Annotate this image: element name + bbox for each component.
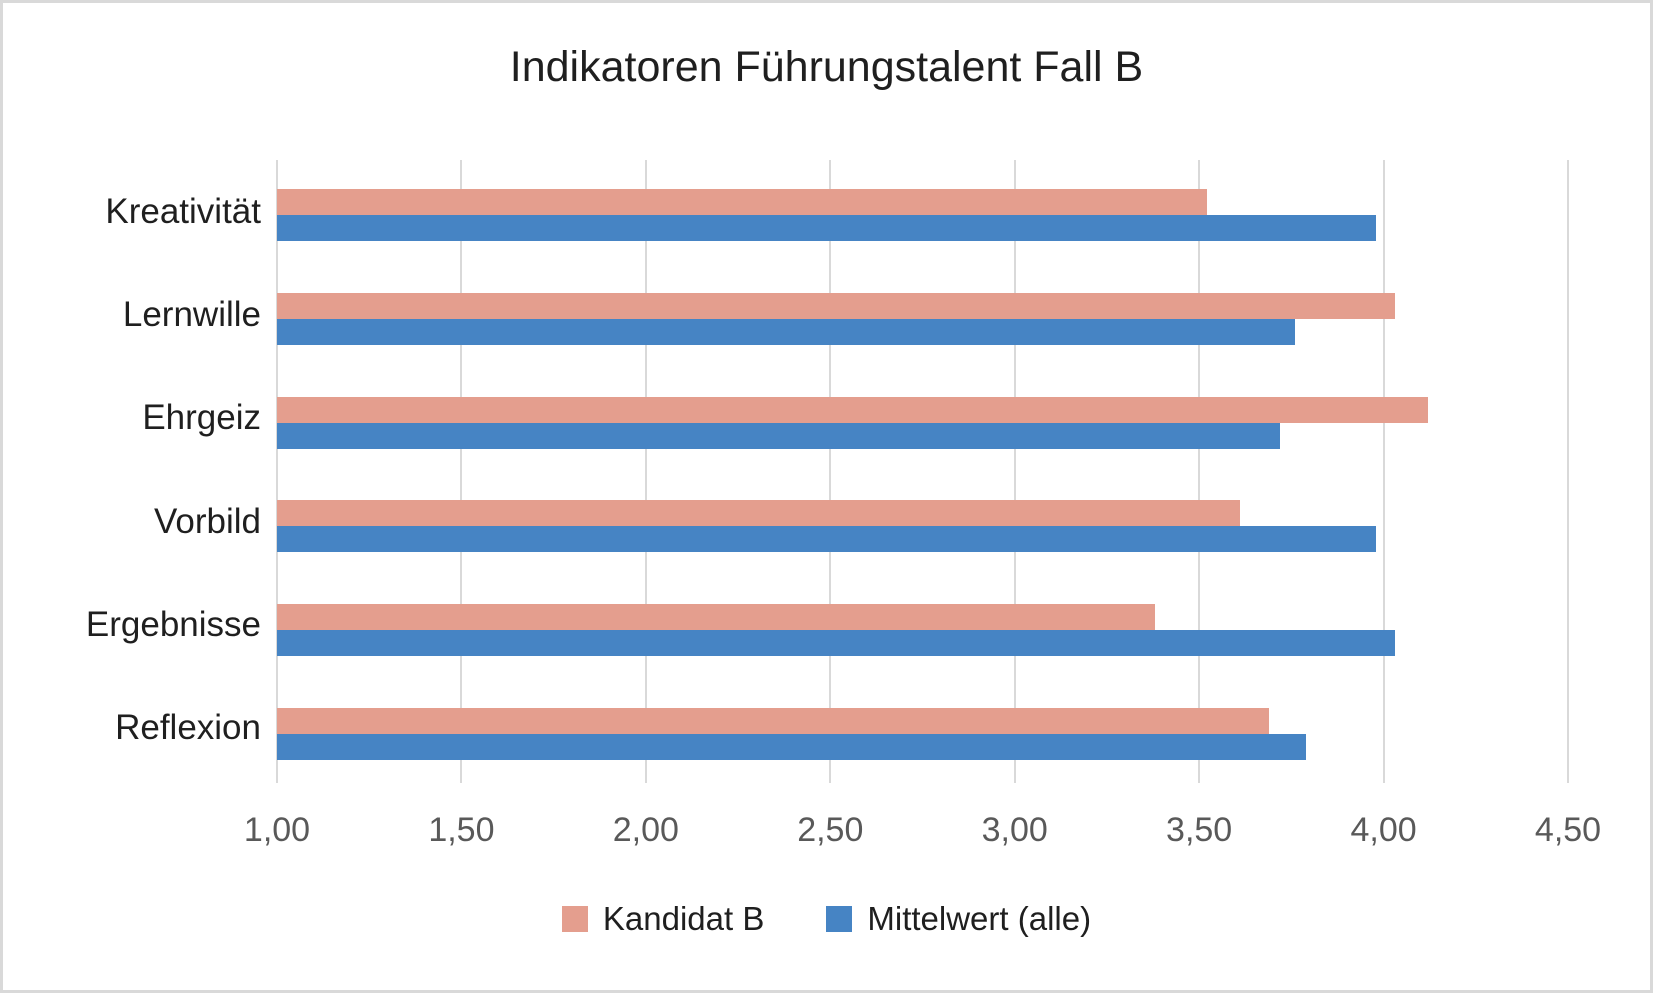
gridline	[644, 160, 647, 783]
category-label-reflexion: Reflexion	[115, 708, 261, 748]
chart-title: Indikatoren Führungstalent Fall B	[509, 43, 1144, 91]
category-row-ergebnisse	[277, 575, 1568, 679]
category-label-ergebnisse: Ergebnisse	[85, 604, 261, 644]
legend-swatch-kandidat-b	[561, 906, 588, 932]
bar-mittelwert-alle-reflexion	[277, 734, 1307, 761]
legend-item-mittelwert-alle: Mittelwert (alle)	[826, 900, 1091, 938]
bar-mittelwert-alle-vorbild	[277, 526, 1377, 553]
category-row-reflexion	[277, 679, 1568, 783]
category-row-lernwille	[277, 264, 1568, 368]
category-label-ehrgeiz: Ehrgeiz	[142, 398, 261, 438]
gridline	[1382, 160, 1385, 783]
gridlines	[276, 160, 1569, 783]
bar-kandidat-b-vorbild	[277, 500, 1240, 527]
category-label-kreativit-t: Kreativität	[105, 191, 261, 231]
category-row-vorbild	[277, 471, 1568, 575]
bar-kandidat-b-kreativit-t	[277, 188, 1207, 215]
gridline	[460, 160, 463, 783]
x-axis: 1,00 1,50 2,00 2,50 3,00 3,50 4,00 4,50	[244, 801, 1601, 859]
bar-rows	[277, 160, 1568, 783]
bar-mittelwert-alle-kreativit-t	[277, 214, 1377, 241]
gridline	[276, 160, 278, 783]
bar-mittelwert-alle-lernwille	[277, 318, 1296, 345]
x-tick-label: 4,00	[1350, 811, 1417, 849]
category-label-lernwille: Lernwille	[122, 294, 261, 334]
plot-area	[276, 160, 1569, 783]
bar-kandidat-b-ehrgeiz	[277, 396, 1428, 423]
gridline	[1567, 160, 1569, 783]
legend-item-kandidat-b: Kandidat B	[561, 900, 765, 938]
x-tick-label: 3,50	[1166, 811, 1233, 849]
x-tick-label: 2,50	[797, 811, 864, 849]
legend-label-mittelwert-alle: Mittelwert (alle)	[867, 900, 1092, 937]
legend-swatch-mittelwert-alle	[826, 906, 853, 932]
bar-mittelwert-alle-ehrgeiz	[277, 422, 1281, 449]
category-axis: Kreativität Lernwille Ehrgeiz Vorbild Ergebn…	[3, 160, 261, 780]
bar-kandidat-b-ergebnisse	[277, 604, 1155, 631]
bar-mittelwert-alle-ergebnisse	[277, 630, 1395, 657]
legend: Kandidat B Mittelwert (alle)	[3, 889, 1650, 949]
bar-kandidat-b-reflexion	[277, 708, 1270, 735]
legend-label-kandidat-b: Kandidat B	[602, 900, 765, 937]
gridline	[829, 160, 832, 783]
category-row-ehrgeiz	[277, 368, 1568, 472]
x-tick-label: 1,00	[243, 811, 311, 849]
x-tick-label: 4,50	[1534, 811, 1602, 849]
x-tick-label: 3,00	[981, 811, 1048, 849]
category-row-kreativit-t	[277, 160, 1568, 264]
category-label-vorbild: Vorbild	[153, 501, 261, 541]
bar-kandidat-b-lernwille	[277, 292, 1395, 319]
x-tick-label: 2,00	[612, 811, 679, 849]
gridline	[1198, 160, 1201, 783]
x-tick-label: 1,50	[428, 811, 495, 849]
gridline	[1013, 160, 1016, 783]
